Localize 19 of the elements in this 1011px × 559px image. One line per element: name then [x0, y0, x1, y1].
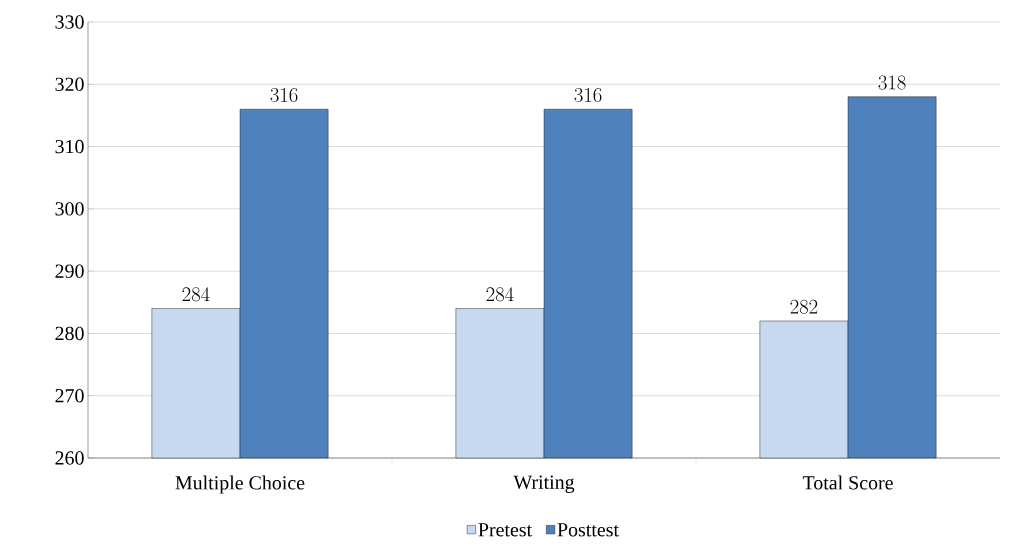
legend-label: Posttest — [557, 523, 619, 537]
legend-label: Pretest — [478, 523, 533, 537]
data-label: 316 — [270, 88, 298, 103]
data-label: 284 — [486, 287, 514, 302]
y-tick-label: 270 — [55, 388, 84, 403]
y-tick-label: 310 — [55, 139, 84, 154]
data-label: 316 — [574, 88, 602, 103]
y-tick-label: 320 — [55, 77, 84, 91]
y-tick-label: 300 — [55, 202, 84, 216]
data-label: 284 — [182, 287, 210, 302]
x-tick-label: Multiple Choice — [175, 475, 305, 494]
y-tick-label: 260 — [55, 451, 84, 465]
data-label: 282 — [790, 299, 818, 314]
x-tick-label: Writing — [513, 475, 575, 494]
y-tick-label: 330 — [55, 15, 84, 29]
y-tick-label: 290 — [55, 264, 84, 278]
data-label: 318 — [878, 75, 906, 90]
y-tick-label: 280 — [55, 326, 84, 341]
x-tick-label: Total Score — [802, 475, 893, 490]
